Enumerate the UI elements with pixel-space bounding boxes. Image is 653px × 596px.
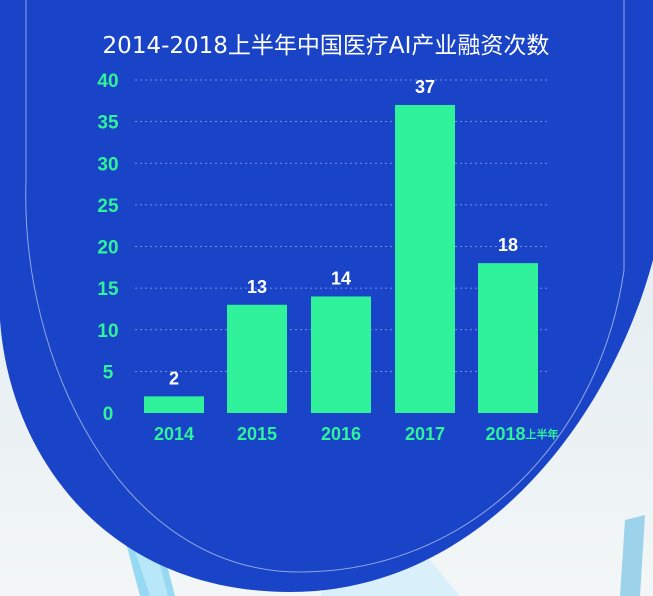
chart-title: 2014-2018上半年中国医疗AI产业融资次数	[103, 33, 550, 59]
data-label: 37	[415, 77, 435, 97]
bar-2015	[227, 304, 287, 413]
x-tick-main: 2017	[405, 424, 445, 444]
y-tick-label: 10	[97, 321, 118, 342]
y-tick-label: 40	[97, 71, 118, 92]
x-tick-label: 2014	[154, 424, 194, 444]
data-labels: 2 13 14 37 18	[169, 77, 518, 388]
decorative-shape-bottom	[320, 560, 460, 596]
y-tick-label: 35	[97, 113, 119, 134]
x-tick-suffix: 上半年	[526, 427, 559, 441]
data-label: 2	[169, 368, 179, 388]
y-tick-label: 30	[97, 154, 118, 175]
bar-2018上半年	[478, 263, 538, 413]
data-label: 18	[498, 235, 518, 255]
x-tick-label: 2017	[405, 424, 445, 444]
y-tick-label: 5	[103, 362, 114, 383]
x-tick-main: 2015	[237, 424, 277, 444]
x-tick-main: 2014	[154, 424, 194, 444]
bar-2014	[144, 396, 204, 413]
y-tick-label: 25	[97, 196, 119, 217]
bars	[144, 104, 538, 413]
bar-2016	[311, 296, 371, 413]
data-label: 14	[331, 268, 351, 288]
y-tick-label: 0	[103, 404, 114, 425]
bar-2017	[395, 104, 455, 413]
data-label: 13	[247, 277, 267, 297]
y-axis-ticks: 0 5 10 15 20 25 30 35 40	[97, 71, 119, 425]
x-tick-label: 2018上半年	[485, 424, 558, 444]
x-tick-label: 2015	[237, 424, 277, 444]
y-tick-label: 20	[97, 238, 118, 259]
y-tick-label: 15	[97, 279, 119, 300]
x-tick-main: 2016	[321, 424, 361, 444]
panel-inner-border	[25, 0, 625, 573]
decorative-shape-right	[620, 515, 645, 596]
x-tick-label: 2016	[321, 424, 361, 444]
x-tick-main: 2018	[485, 424, 525, 444]
x-axis-ticks: 2014 2015 2016 2017 2018上半年	[154, 424, 559, 444]
